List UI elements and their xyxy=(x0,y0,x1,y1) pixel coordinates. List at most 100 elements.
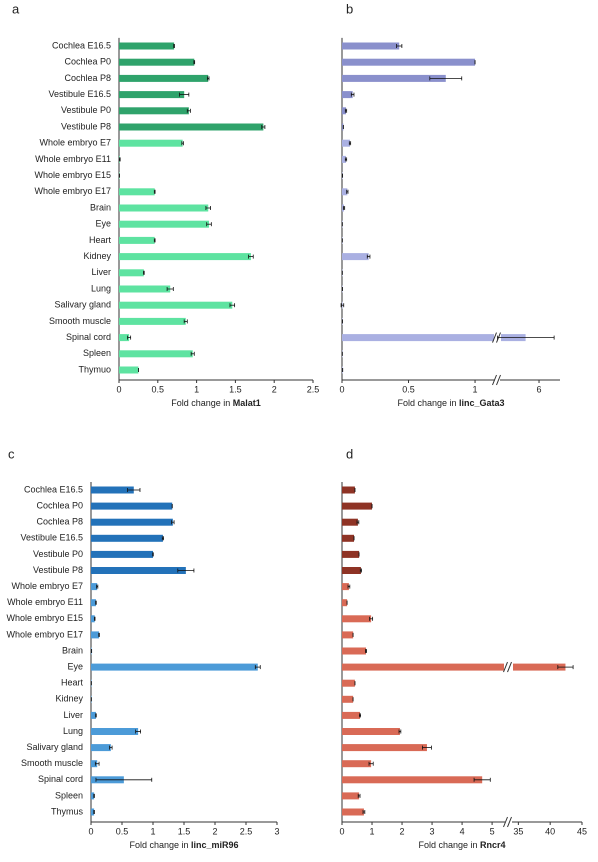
category-label: Eye xyxy=(95,219,111,229)
category-label: Vestibule P0 xyxy=(33,549,83,559)
category-label: Vestibule P8 xyxy=(61,121,111,131)
bar xyxy=(91,550,153,558)
error-bar xyxy=(206,222,212,227)
category-label: Vestibule E16.5 xyxy=(48,89,111,99)
error-bar xyxy=(179,92,190,97)
bar xyxy=(342,107,346,115)
error-bar xyxy=(365,649,368,653)
bar xyxy=(91,599,96,607)
bar xyxy=(91,760,98,768)
error-bar xyxy=(497,335,555,340)
category-label: Brain xyxy=(90,202,111,212)
axis-break xyxy=(503,816,508,828)
error-bar xyxy=(344,157,348,162)
error-bar xyxy=(396,44,403,48)
error-bar xyxy=(127,488,141,492)
error-bar xyxy=(356,520,360,525)
bar xyxy=(342,567,361,574)
error-bar xyxy=(362,810,366,814)
error-bar xyxy=(368,761,374,766)
x-axis-title-text: Fold change in xyxy=(418,840,477,850)
category-label: Cochlea E16.5 xyxy=(52,40,111,50)
x-tick-label: 0 xyxy=(88,826,93,836)
x-tick-label: 40 xyxy=(545,826,555,836)
bar xyxy=(119,350,193,358)
bar xyxy=(342,74,446,82)
bar xyxy=(119,334,130,342)
error-bar xyxy=(366,254,371,259)
bar xyxy=(91,615,95,623)
category-label: Cochlea P8 xyxy=(36,517,83,527)
category-label: Liver xyxy=(91,267,111,277)
error-bar xyxy=(93,793,95,798)
x-tick-label: 2 xyxy=(400,826,405,836)
category-label: Smooth muscle xyxy=(21,758,83,768)
x-tick-label: 2.5 xyxy=(307,384,320,394)
error-bar xyxy=(248,254,254,259)
error-bar xyxy=(350,92,355,97)
x-axis-title-text: Fold change in xyxy=(171,398,230,408)
bar xyxy=(342,334,526,342)
bar xyxy=(91,792,95,800)
category-label: Salivary gland xyxy=(54,300,111,310)
axis-break xyxy=(492,374,497,386)
bar xyxy=(91,502,173,510)
x-tick-label: 1 xyxy=(150,826,155,836)
bar xyxy=(342,583,349,591)
error-bar xyxy=(143,270,145,275)
bar xyxy=(91,663,258,671)
category-label: Liver xyxy=(63,710,83,720)
bar xyxy=(342,663,566,671)
bar xyxy=(119,366,139,374)
axis-break xyxy=(492,332,497,343)
error-bar xyxy=(171,520,175,525)
bar xyxy=(119,123,264,131)
bar xyxy=(342,647,367,655)
category-label: Whole embryo E17 xyxy=(6,629,83,639)
x-axis-title: Fold change in Rncr4 xyxy=(418,840,505,850)
x-axis-title-gene: linc_miR96 xyxy=(191,840,239,850)
panel-label: d xyxy=(346,446,353,461)
error-bar xyxy=(261,125,266,129)
bar xyxy=(342,534,355,542)
bar xyxy=(91,518,173,526)
category-label: Brain xyxy=(62,645,83,655)
x-tick-label: 1.5 xyxy=(229,384,242,394)
error-bar xyxy=(340,303,345,308)
error-bar xyxy=(229,303,236,308)
x-tick-label: 2 xyxy=(212,826,217,836)
bar xyxy=(342,679,355,687)
category-label: Heart xyxy=(89,235,112,245)
category-label: Spleen xyxy=(55,790,83,800)
error-bar xyxy=(95,600,97,605)
error-bar xyxy=(398,729,402,734)
error-bar xyxy=(93,810,95,814)
error-bar xyxy=(94,761,100,766)
x-tick-label: 4 xyxy=(460,826,465,836)
x-tick-label: 2.5 xyxy=(240,826,253,836)
bar xyxy=(342,695,354,703)
category-label: Thymus xyxy=(51,806,84,816)
error-bar xyxy=(161,536,164,541)
bar xyxy=(342,139,350,147)
category-label: Whole embryo E11 xyxy=(35,154,111,164)
bar xyxy=(342,58,476,66)
error-bar xyxy=(346,189,349,194)
bar xyxy=(119,220,210,228)
bar xyxy=(119,236,155,244)
category-label: Whole embryo E7 xyxy=(11,581,83,591)
error-bar xyxy=(153,189,156,194)
bar xyxy=(119,139,183,147)
x-tick-label: 0 xyxy=(339,384,344,394)
bar xyxy=(119,188,155,196)
panel-label: a xyxy=(12,1,20,16)
bar xyxy=(91,808,95,816)
error-bar xyxy=(205,206,211,210)
category-label: Lung xyxy=(91,283,111,293)
error-bar xyxy=(190,351,195,356)
bar xyxy=(119,301,233,309)
error-bar xyxy=(207,76,210,81)
x-axis-title-text: Fold change in xyxy=(397,398,456,408)
bar xyxy=(91,744,111,752)
